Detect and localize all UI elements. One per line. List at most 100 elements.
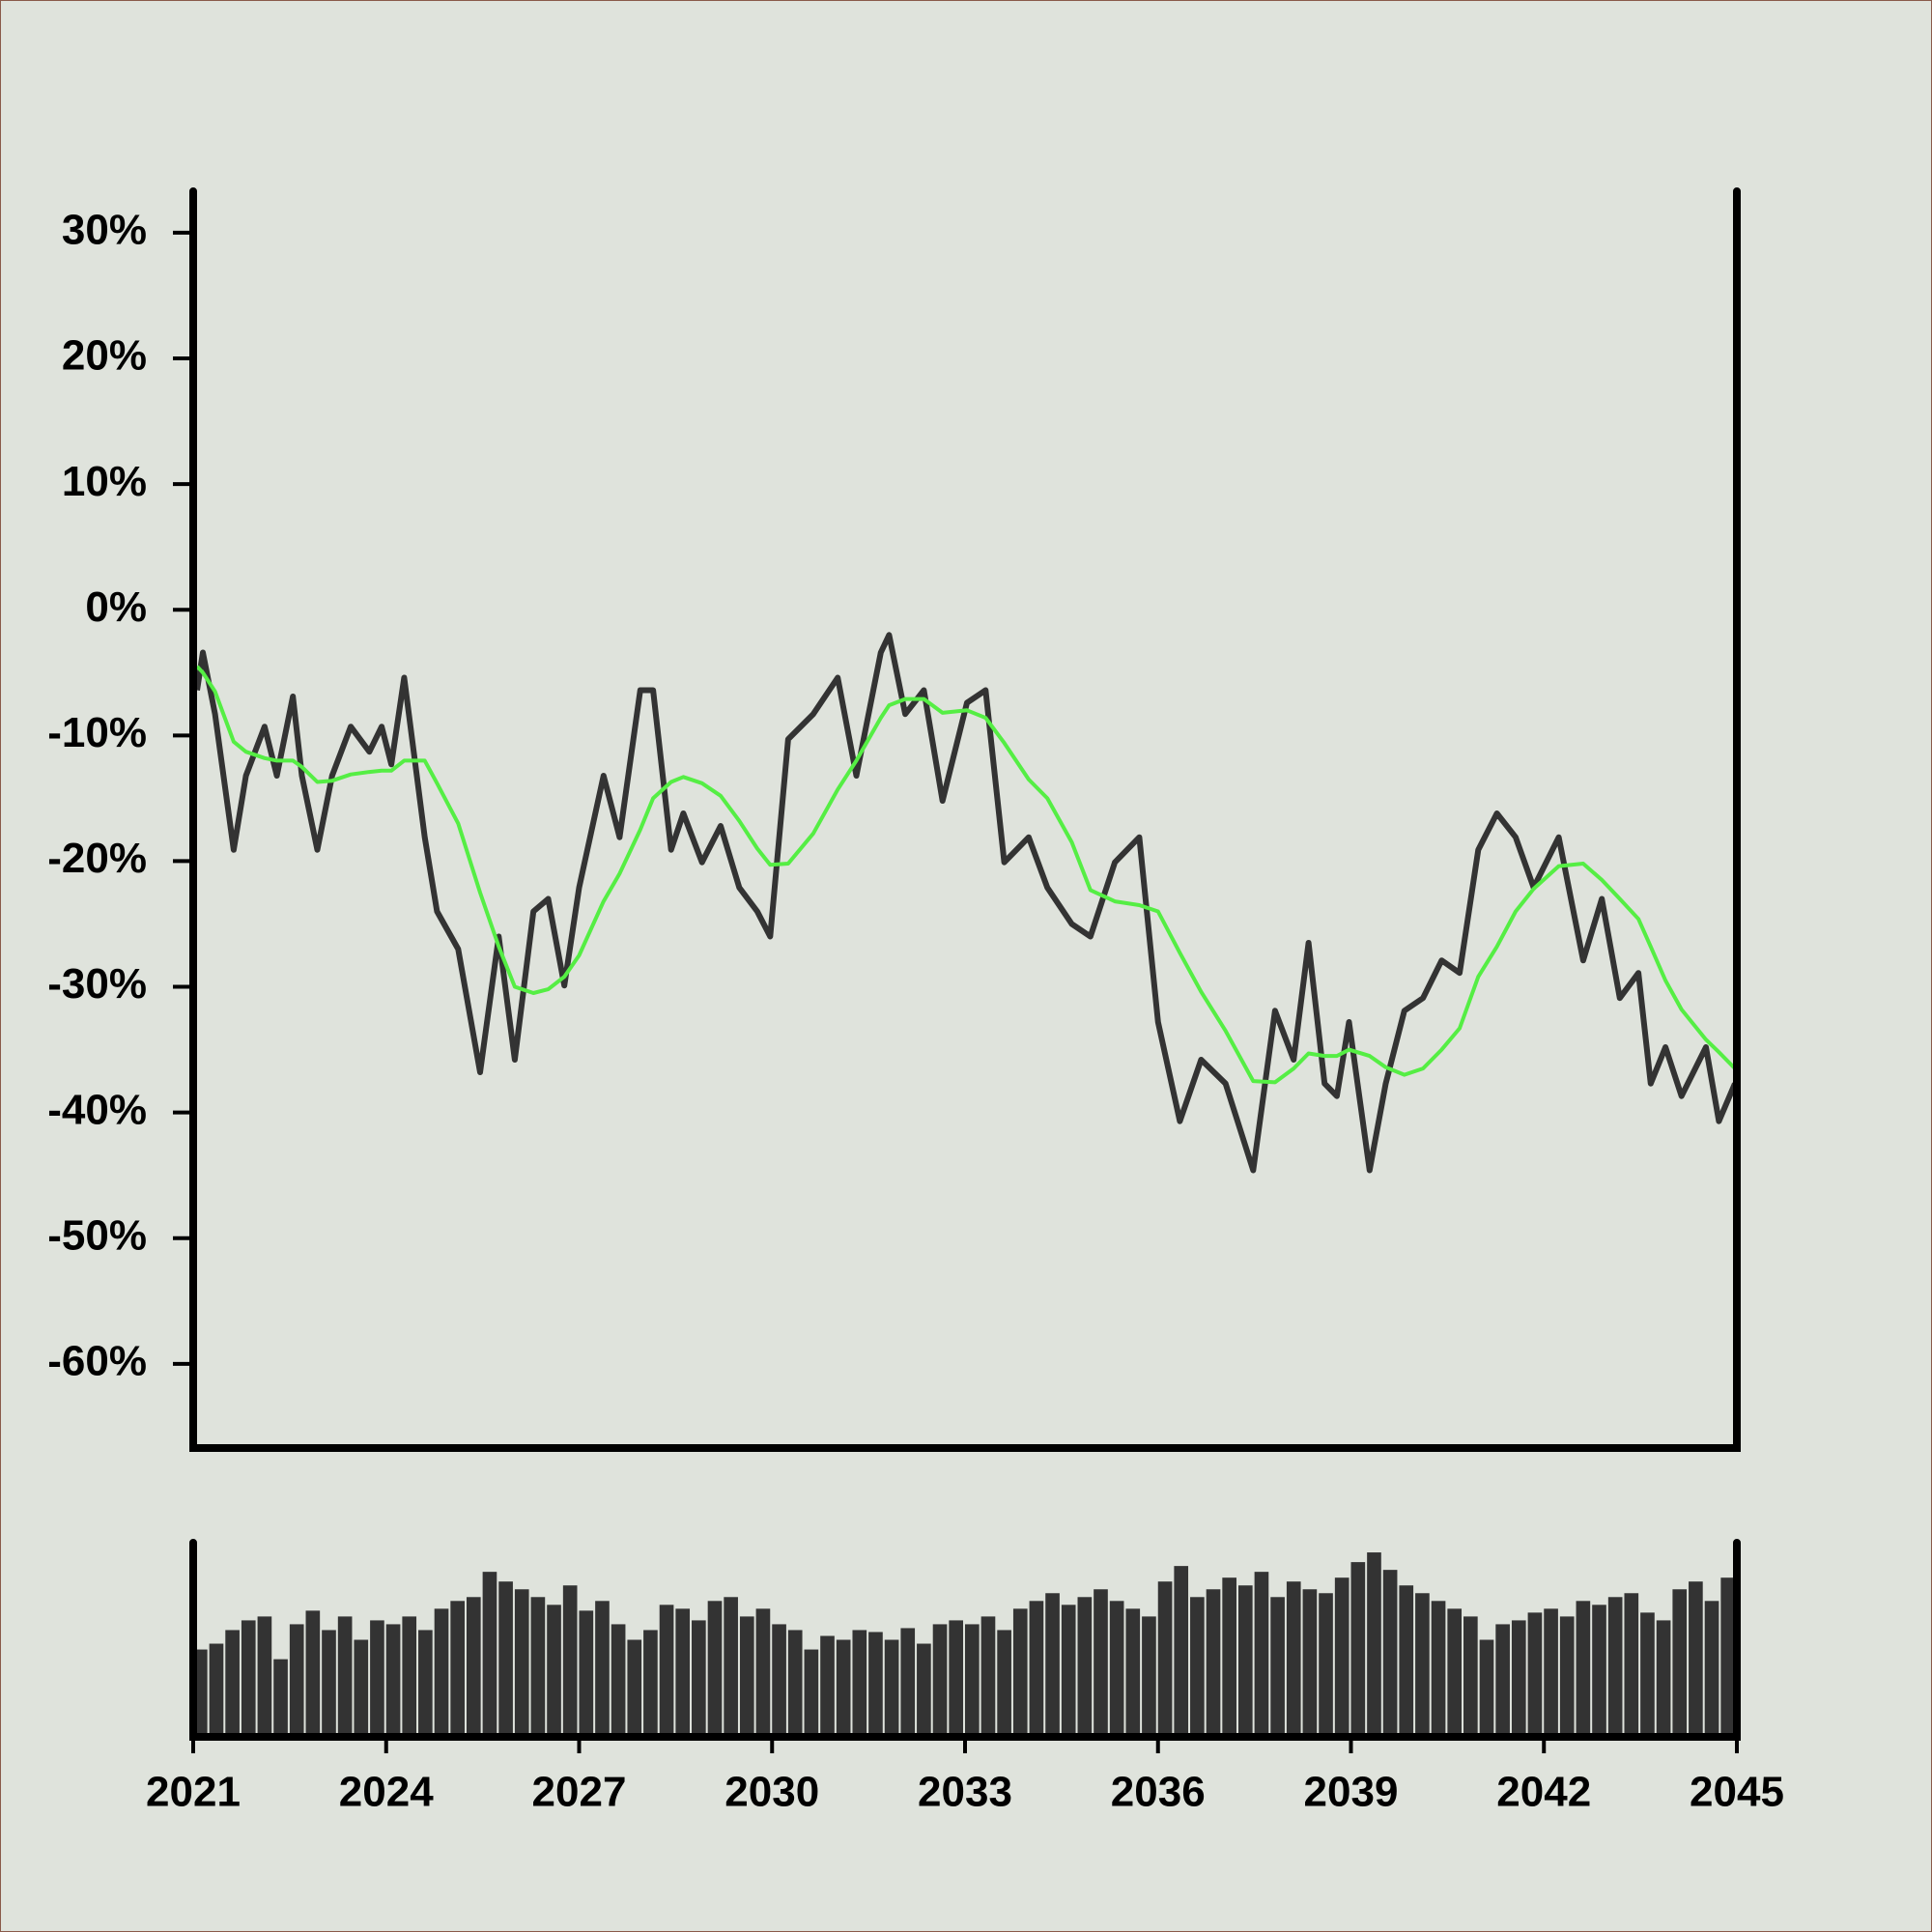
price-axes: [189, 187, 1741, 1452]
volume-bar: [1463, 1616, 1478, 1737]
volume-bar: [1319, 1593, 1333, 1737]
volume-bar: [724, 1597, 738, 1737]
volume-bar: [836, 1639, 851, 1737]
y-tick-label: -40%: [47, 1086, 147, 1133]
volume-bar: [1704, 1601, 1719, 1737]
volume-bar: [980, 1616, 996, 1737]
volume-bar: [402, 1616, 417, 1737]
volume-bar: [434, 1608, 449, 1737]
volume-axes: [189, 1539, 1741, 1741]
volume-bar: [755, 1608, 771, 1737]
spines: [189, 187, 1741, 1741]
volume-bar: [820, 1635, 835, 1737]
price-panel: 30% 20% 10% 0% -10% -20% -30% -40% -50% -60%: [47, 207, 1738, 1384]
y-tick-label: 30%: [62, 207, 147, 254]
x-tick-label: 2030: [724, 1769, 819, 1816]
volume-bar: [1061, 1605, 1076, 1737]
volume-bar: [1094, 1589, 1108, 1737]
volume-bar: [1142, 1616, 1156, 1737]
volume-bar: [322, 1630, 336, 1737]
volume-bar: [1720, 1577, 1735, 1737]
volume-bar: [692, 1620, 706, 1737]
volume-bar: [1592, 1605, 1606, 1737]
volume-bar: [643, 1630, 658, 1737]
volume-bar: [1511, 1620, 1526, 1737]
volume-bar: [1382, 1570, 1398, 1737]
volume-bar: [337, 1616, 353, 1737]
volume-bar: [225, 1630, 240, 1737]
volume-bar: [1527, 1612, 1543, 1737]
volume-bar: [917, 1643, 931, 1737]
volume-bar: [1656, 1620, 1671, 1737]
volume-bar: [1029, 1601, 1044, 1737]
volume-bar: [932, 1624, 948, 1737]
volume-bar: [1237, 1585, 1253, 1737]
volume-bar: [997, 1630, 1011, 1737]
volume-panel: 2021 2024 2027 2030 2033 2036 2039 2042 2045: [146, 1552, 1784, 1816]
volume-bar: [884, 1639, 899, 1737]
x-tick-label: 2024: [339, 1769, 434, 1816]
x-tick-label: 2033: [918, 1769, 1012, 1816]
volume-bar: [241, 1620, 256, 1737]
volume-bar: [1077, 1597, 1093, 1737]
volume-bar: [1415, 1593, 1430, 1737]
volume-bar: [1222, 1577, 1236, 1737]
volume-bar: [370, 1620, 384, 1737]
volume-bar: [739, 1616, 754, 1737]
volume-bar: [1689, 1581, 1703, 1737]
y-tick-label: -30%: [47, 960, 147, 1008]
volume-bar: [1334, 1577, 1350, 1737]
volume-bar: [466, 1597, 481, 1737]
line-series: [195, 665, 1737, 1085]
volume-bar: [450, 1601, 465, 1737]
volume-bar: [675, 1608, 691, 1737]
x-tick-label: 2045: [1690, 1769, 1784, 1816]
volume-bar: [562, 1585, 578, 1737]
volume-bar: [787, 1630, 803, 1737]
volume-bar: [1399, 1585, 1414, 1737]
y-tick-label: -50%: [47, 1211, 147, 1259]
volume-bar: [611, 1624, 626, 1737]
y-tick-label: -10%: [47, 709, 147, 756]
volume-bar: [1109, 1601, 1124, 1737]
volume-bar: [1624, 1593, 1639, 1737]
volume-bar: [595, 1601, 610, 1737]
volume-bar: [1270, 1597, 1285, 1737]
volume-bar: [1479, 1639, 1494, 1737]
x-tick-label: 2021: [146, 1769, 241, 1816]
volume-bar: [1125, 1608, 1141, 1737]
volume-bar: [1302, 1589, 1318, 1737]
y-tick-label: -20%: [47, 835, 147, 882]
volume-bar: [1544, 1608, 1558, 1737]
volume-bar: [530, 1597, 546, 1737]
volume-bar: [1012, 1608, 1028, 1737]
volume-bar: [868, 1632, 883, 1737]
volume-bar: [257, 1616, 272, 1737]
volume-bar: [514, 1589, 529, 1737]
volume-bar: [418, 1630, 433, 1737]
y-tick-label: 0%: [85, 583, 147, 631]
x-tick-label: 2042: [1496, 1769, 1591, 1816]
volume-bar: [1559, 1616, 1575, 1737]
volume-bar: [900, 1628, 916, 1737]
volume-bar: [627, 1639, 642, 1737]
volume-bar: [772, 1624, 786, 1737]
volume-bar: [1576, 1601, 1591, 1737]
volume-bar: [1640, 1612, 1655, 1737]
volume-bar: [707, 1601, 723, 1737]
volume-bar: [1495, 1624, 1510, 1737]
volume-bar: [1350, 1562, 1366, 1737]
volume-bar: [1157, 1581, 1173, 1737]
y-tick-label: -60%: [47, 1337, 147, 1384]
volume-bar: [1254, 1572, 1269, 1737]
x-tick-label: 2027: [532, 1769, 627, 1816]
volume-bar: [1190, 1597, 1205, 1737]
volume-bar: [209, 1643, 224, 1737]
y-tick-label: 10%: [62, 458, 147, 505]
volume-bar: [579, 1610, 594, 1737]
volume-bar: [289, 1624, 304, 1737]
volume-bar: [305, 1610, 321, 1737]
volume-bar: [965, 1624, 980, 1737]
volume-bar: [1607, 1597, 1623, 1737]
